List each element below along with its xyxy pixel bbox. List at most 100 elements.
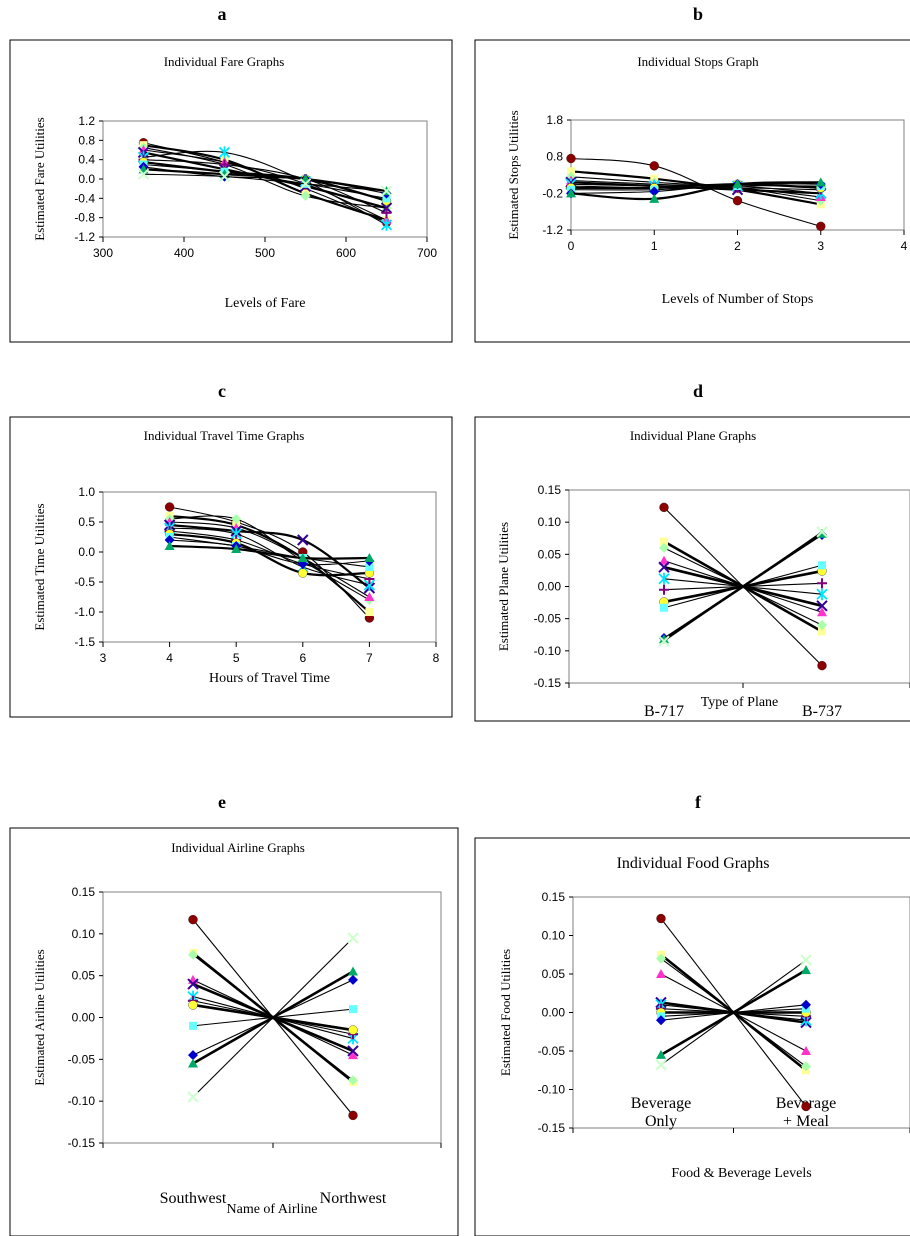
- series-line: [169, 515, 370, 601]
- data-point: [818, 561, 826, 570]
- x-axis-label: Type of Plane: [701, 695, 779, 710]
- data-point: [649, 186, 660, 197]
- data-point: [817, 607, 827, 617]
- chart-title: Individual Fare Graphs: [164, 54, 285, 69]
- data-point: [801, 999, 811, 1010]
- data-point: [656, 953, 666, 964]
- x-axis-label: Hours of Travel Time: [209, 671, 330, 686]
- category-label-line: + Meal: [783, 1113, 829, 1130]
- data-point: [187, 978, 199, 990]
- data-point: [188, 1058, 198, 1068]
- series-line: [143, 144, 387, 222]
- data-point: [817, 578, 827, 589]
- data-point: [349, 1005, 357, 1014]
- series-line: [143, 159, 387, 214]
- x-tick-label: 500: [255, 246, 275, 260]
- y-tick-label: -0.8: [74, 211, 95, 225]
- y-tick-label: 0.4: [78, 153, 95, 167]
- x-tick-label: 300: [93, 246, 113, 260]
- series-line: [143, 150, 387, 226]
- data-point: [380, 185, 393, 197]
- data-point: [801, 1061, 811, 1072]
- x-tick-label: 3: [817, 239, 824, 253]
- data-point: [347, 932, 359, 944]
- y-tick-label: 0.00: [72, 1011, 96, 1025]
- x-tick-label: 7: [366, 651, 373, 665]
- data-point: [380, 218, 393, 231]
- chart-panel-a: a Individual Fare Graphs 1.2 0.8 0.4 0.0 -0.4 -…: [9, 4, 453, 343]
- y-tick-label: -0.15: [534, 676, 562, 690]
- data-point: [732, 196, 743, 206]
- x-tick-label: 5: [233, 651, 240, 665]
- data-point: [381, 207, 392, 218]
- category-label: Northwest: [320, 1190, 387, 1207]
- panel-label: c: [218, 381, 226, 401]
- data-point: [189, 1021, 197, 1030]
- series-line: [143, 149, 387, 221]
- y-tick-label: 0.00: [542, 1006, 566, 1020]
- y-tick-label: 0.05: [538, 547, 562, 561]
- data-point: [816, 221, 826, 231]
- y-tick-label: -1.0: [74, 605, 95, 619]
- data-point: [164, 502, 175, 512]
- x-tick-label: 4: [166, 651, 173, 665]
- series-line: [570, 181, 821, 201]
- data-point: [188, 1050, 198, 1061]
- y-tick-label: 0.10: [538, 515, 562, 529]
- y-tick-label: -0.05: [538, 1044, 566, 1058]
- data-point: [218, 146, 231, 159]
- data-point: [566, 188, 576, 198]
- data-point: [816, 600, 828, 612]
- data-point: [659, 584, 669, 595]
- series-line: [169, 539, 370, 566]
- panel-frame: [9, 827, 459, 1236]
- y-tick-label: -0.10: [538, 1083, 566, 1097]
- y-tick-label: 0.0: [78, 172, 95, 186]
- data-point: [660, 537, 668, 546]
- data-point: [656, 1015, 666, 1026]
- y-tick-label: -1.5: [74, 635, 95, 649]
- y-tick-label: -0.4: [74, 191, 95, 205]
- data-point: [658, 572, 670, 585]
- x-tick-label: 1: [651, 239, 658, 253]
- data-point: [566, 153, 576, 164]
- y-axis-label: Estimated Food Utilities: [498, 949, 513, 1076]
- series-line: [570, 157, 821, 227]
- data-point: [816, 526, 828, 538]
- data-point: [649, 161, 659, 171]
- y-tick-label: 1.0: [78, 485, 95, 499]
- x-tick-label: 0: [568, 239, 575, 253]
- x-tick-label: 400: [174, 246, 194, 260]
- x-axis-label: Levels of Fare: [225, 296, 306, 311]
- x-tick-label: 600: [336, 246, 356, 260]
- x-tick-label: 700: [417, 246, 437, 260]
- data-point: [800, 954, 812, 966]
- x-tick-label: 4: [901, 239, 908, 253]
- x-tick-label: 8: [433, 651, 440, 665]
- y-tick-label: 0.10: [72, 927, 96, 941]
- series-line: [660, 959, 807, 1066]
- series-line: [169, 523, 371, 589]
- chart-title: Individual Plane Graphs: [630, 428, 756, 443]
- data-point: [218, 170, 231, 183]
- data-point: [297, 553, 308, 562]
- panel-label: b: [693, 4, 703, 24]
- data-point: [815, 177, 826, 187]
- data-point: [348, 1110, 358, 1121]
- y-axis-label: Estimated Stops Utilities: [506, 110, 521, 239]
- data-point: [817, 660, 827, 671]
- y-axis-label: Estimated Time Utilities: [32, 503, 47, 630]
- y-tick-label: -0.10: [68, 1094, 96, 1108]
- y-tick-label: 0.15: [542, 890, 566, 904]
- data-point: [188, 914, 198, 925]
- data-point: [649, 193, 660, 203]
- series-line: [169, 527, 370, 586]
- data-point: [347, 1045, 359, 1057]
- data-point: [816, 588, 828, 601]
- category-label: Beverage+ Meal: [776, 1095, 836, 1130]
- category-label-line: Only: [645, 1113, 677, 1130]
- y-tick-label: 0.15: [72, 885, 96, 899]
- data-point: [659, 502, 669, 513]
- y-tick-label: -0.15: [68, 1136, 96, 1150]
